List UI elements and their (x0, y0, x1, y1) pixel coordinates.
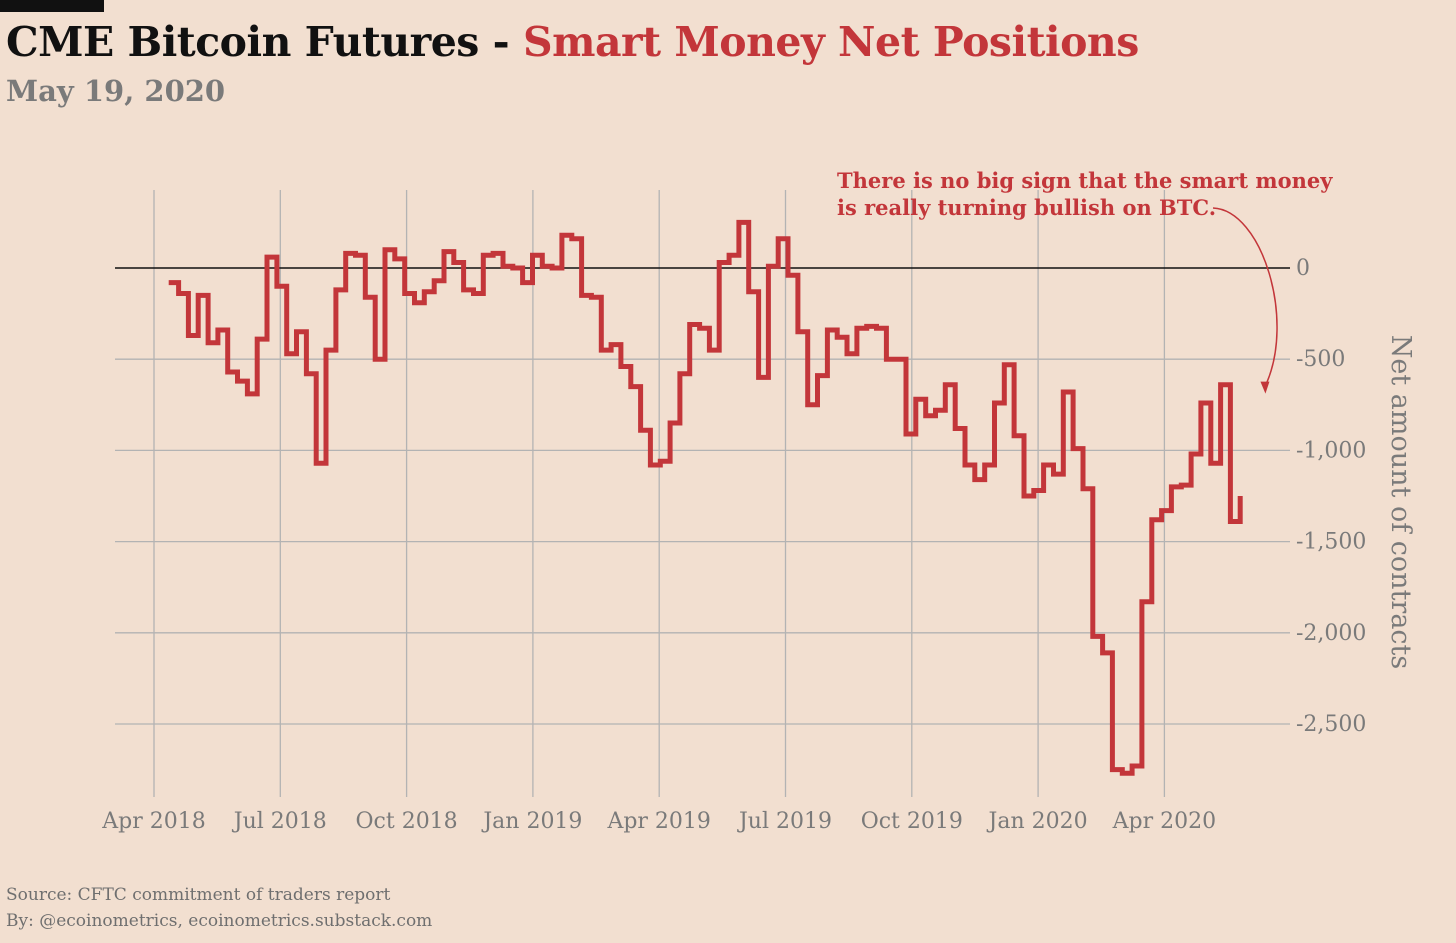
y-tick-label: -2,500 (1296, 712, 1366, 737)
net-position-line (168, 219, 1243, 776)
y-tick-label: -500 (1296, 347, 1345, 372)
y-tick-label: -2,000 (1296, 621, 1366, 646)
title-highlight: Smart Money Net Positions (522, 18, 1139, 66)
x-tick-label: Apr 2020 (1112, 809, 1216, 834)
annotation-text: is really turning bullish on BTC. (837, 195, 1216, 220)
x-tick-label: Jul 2018 (232, 809, 327, 834)
byline: By: @ecoinometrics, ecoinometrics.substa… (6, 911, 433, 931)
x-tick-label: Jan 2020 (987, 809, 1088, 834)
y-tick-label: 0 (1296, 256, 1310, 281)
x-tick-label: Apr 2018 (101, 809, 205, 834)
top-accent-bar (0, 0, 104, 12)
source-note: Source: CFTC commitment of traders repor… (6, 885, 391, 905)
annotation-text: There is no big sign that the smart mone… (837, 168, 1333, 193)
y-tick-label: -1,000 (1296, 438, 1366, 463)
x-tick-label: Jul 2019 (737, 809, 832, 834)
x-tick-label: Jan 2019 (481, 809, 582, 834)
x-tick-label: Oct 2019 (861, 809, 963, 834)
chart-date: May 19, 2020 (6, 74, 226, 108)
y-axis-label: Net amount of contracts (1385, 335, 1416, 669)
x-tick-label: Apr 2019 (606, 809, 710, 834)
annotation-arrow (1212, 207, 1278, 387)
chart-title: CME Bitcoin Futures - Smart Money Net Po… (6, 18, 1139, 66)
annotation-arrowhead (1260, 381, 1270, 394)
x-tick-label: Oct 2018 (356, 809, 458, 834)
y-tick-label: -1,500 (1296, 530, 1366, 555)
title-prefix: CME Bitcoin Futures - (6, 18, 523, 66)
